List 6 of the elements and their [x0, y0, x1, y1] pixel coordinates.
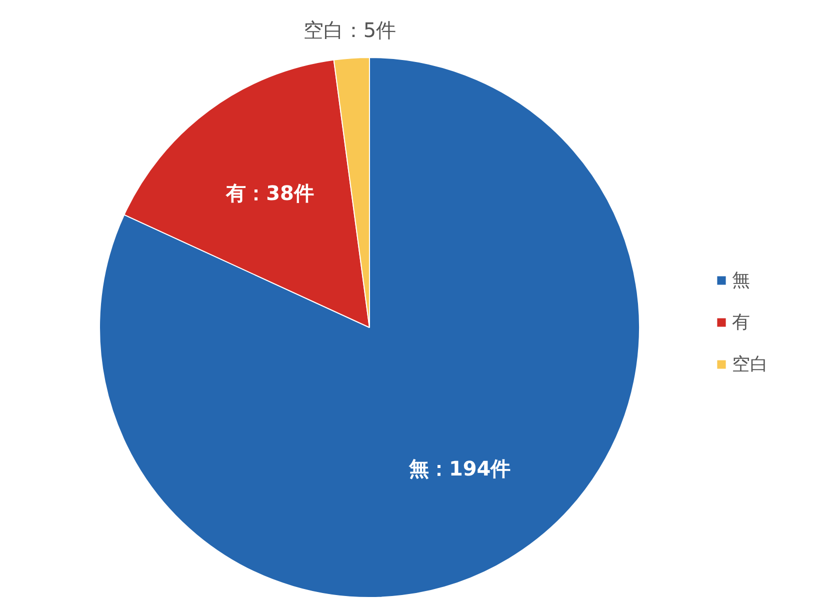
legend-label: 空白: [732, 353, 768, 376]
data-label: 有：38件: [225, 180, 314, 205]
legend-label: 有: [732, 311, 751, 334]
data-label: 空白：5件: [303, 18, 396, 42]
data-label: 無：194件: [408, 456, 511, 480]
legend-label: 無: [732, 269, 751, 292]
